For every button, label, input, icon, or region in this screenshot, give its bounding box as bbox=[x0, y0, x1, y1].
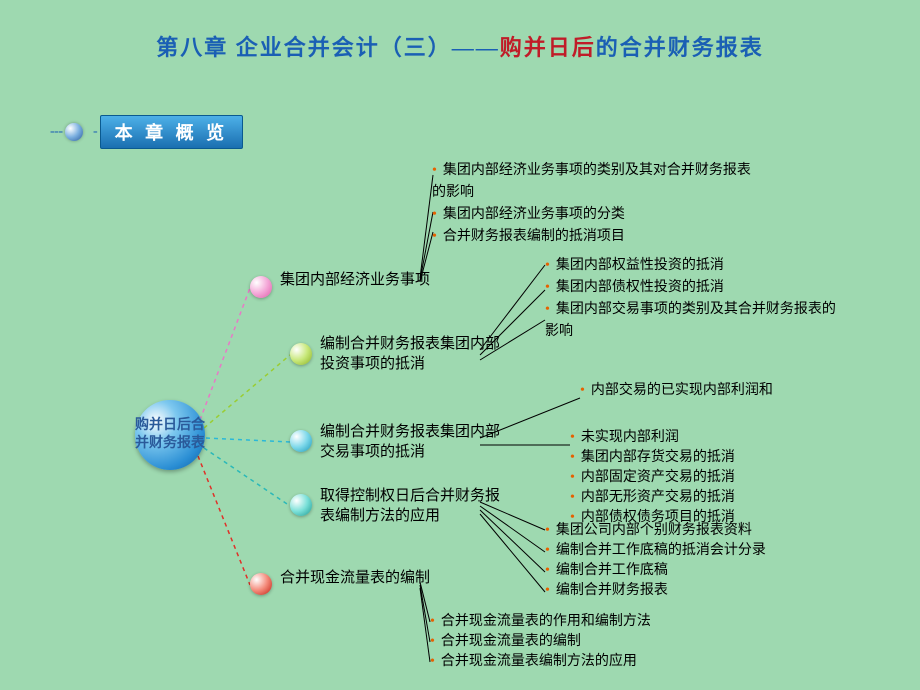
sphere-icon bbox=[65, 123, 83, 141]
sub-text: 集团内部存货交易的抵消 bbox=[581, 450, 735, 465]
sub-item: • 集团内部权益性投资的抵消 bbox=[545, 255, 845, 277]
sub-group-5: • 合并现金流量表的作用和编制方法 • 合并现金流量表的编制 • 合并现金流量表编制方… bbox=[430, 612, 750, 672]
node-dot-1 bbox=[250, 276, 272, 298]
title-part-3: 的合并财务报表 bbox=[596, 35, 764, 60]
bullet-icon: • bbox=[570, 470, 575, 485]
sub-item: • 内部无形资产交易的抵消 bbox=[570, 488, 830, 508]
sub-item: •集团内部经济业务事项的类别及其对合并财务报表的影响 bbox=[432, 160, 752, 204]
center-node: 购并日后合并财务报表 bbox=[135, 400, 205, 470]
sub-text: 集团公司内部个别财务报表资料 bbox=[556, 523, 752, 538]
bullet-icon: • bbox=[432, 207, 437, 222]
sub-item: • 合并现金流量表的作用和编制方法 bbox=[430, 612, 750, 632]
sub-text: 集团内部权益性投资的抵消 bbox=[556, 258, 724, 273]
page-title: 第八章 企业合并会计（三）——购并日后的合并财务报表 bbox=[0, 30, 920, 62]
sub-text: 内部固定资产交易的抵消 bbox=[581, 470, 735, 485]
node-dot-5 bbox=[250, 573, 272, 595]
bullet-icon: • bbox=[430, 614, 435, 629]
node-label-5: 合并现金流量表的编制 bbox=[280, 568, 430, 588]
sub-text: 编制合并工作底稿的抵消会计分录 bbox=[556, 543, 766, 558]
sub-text: 合并现金流量表的作用和编制方法 bbox=[441, 614, 651, 629]
sub-text: 合并现金流量表的编制 bbox=[441, 634, 581, 649]
sub-item: • 集团内部债权性投资的抵消 bbox=[545, 277, 845, 299]
overview-badge: 本 章 概 览 bbox=[100, 115, 244, 149]
bullet-icon: • bbox=[432, 229, 437, 244]
sub-text: 合并财务报表编制的抵消项目 bbox=[443, 229, 625, 244]
sub-item: • 未实现内部利润 bbox=[570, 428, 830, 448]
sub-text: 集团内部经济业务事项的类别及其对合并财务报表的影响 bbox=[432, 163, 751, 200]
sub-item: • 合并财务报表编制的抵消项目 bbox=[432, 226, 752, 248]
bullet-icon: • bbox=[545, 523, 550, 538]
center-label: 购并日后合并财务报表 bbox=[135, 417, 205, 453]
bullet-icon: • bbox=[432, 163, 437, 178]
bullet-icon: • bbox=[545, 258, 550, 273]
sub-text: 集团内部经济业务事项的分类 bbox=[443, 207, 625, 222]
sub-text: 编制合并财务报表 bbox=[556, 583, 668, 598]
bullet-icon: • bbox=[545, 280, 550, 295]
sub-text: 合并现金流量表编制方法的应用 bbox=[441, 654, 637, 669]
sub-item: • 编制合并财务报表 bbox=[545, 581, 845, 601]
sub-text: 未实现内部利润 bbox=[581, 430, 679, 445]
dash-decor-2: - bbox=[93, 124, 96, 140]
sub-item: • 内部固定资产交易的抵消 bbox=[570, 468, 830, 488]
node-dot-4 bbox=[290, 494, 312, 516]
sub-item: • 编制合并工作底稿 bbox=[545, 561, 845, 581]
sub-text: 内部无形资产交易的抵消 bbox=[581, 490, 735, 505]
sub-item: • 合并现金流量表的编制 bbox=[430, 632, 750, 652]
sub-group-1: •集团内部经济业务事项的类别及其对合并财务报表的影响 •集团内部经济业务事项的分… bbox=[432, 160, 752, 248]
bullet-icon: • bbox=[580, 383, 585, 398]
sub-text: 集团内部债权性投资的抵消 bbox=[556, 280, 724, 295]
node-label-1: 集团内部经济业务事项 bbox=[280, 270, 430, 290]
sub-text: 编制合并工作底稿 bbox=[556, 563, 668, 578]
bullet-icon: • bbox=[545, 563, 550, 578]
sub-item: • 集团内部存货交易的抵消 bbox=[570, 448, 830, 468]
bullet-icon: • bbox=[430, 634, 435, 649]
sub-text: 内部交易的已实现内部利润和 bbox=[591, 383, 773, 398]
sub-group-3a: • 内部交易的已实现内部利润和 bbox=[580, 380, 830, 402]
node-label-4: 取得控制权日后合并财务报表编制方法的应用 bbox=[320, 486, 500, 526]
node-label-2: 编制合并财务报表集团内部投资事项的抵消 bbox=[320, 334, 500, 374]
bullet-icon: • bbox=[570, 430, 575, 445]
bullet-icon: • bbox=[545, 543, 550, 558]
sub-item: • 内部交易的已实现内部利润和 bbox=[580, 380, 830, 402]
bullet-icon: • bbox=[545, 302, 550, 317]
sub-item: • 集团公司内部个别财务报表资料 bbox=[545, 521, 845, 541]
node-dot-3 bbox=[290, 430, 312, 452]
sub-group-2: •集团内部权益性投资的抵消 •集团内部债权性投资的抵消 •集团内部交易事项的类别… bbox=[545, 255, 845, 343]
node-label-3: 编制合并财务报表集团内部交易事项的抵消 bbox=[320, 422, 500, 462]
node-dot-2 bbox=[290, 343, 312, 365]
sub-group-3b: • 未实现内部利润 • 集团内部存货交易的抵消 • 内部固定资产交易的抵消 • 内部无形… bbox=[570, 428, 830, 528]
bullet-icon: • bbox=[545, 583, 550, 598]
dash-decor: - - - bbox=[50, 124, 61, 140]
overview-row: - - - - 本 章 概 览 bbox=[50, 115, 243, 149]
bullet-icon: • bbox=[430, 654, 435, 669]
sub-item: • 集团内部经济业务事项的分类 bbox=[432, 204, 752, 226]
bullet-icon: • bbox=[570, 490, 575, 505]
title-part-1: 第八章 企业合并会计（三）—— bbox=[156, 35, 500, 60]
sub-group-4: • 集团公司内部个别财务报表资料 • 编制合并工作底稿的抵消会计分录 • 编制合并工作… bbox=[545, 521, 845, 601]
sub-item: • 编制合并工作底稿的抵消会计分录 bbox=[545, 541, 845, 561]
title-part-2: 购并日后 bbox=[500, 35, 596, 60]
bullet-icon: • bbox=[570, 450, 575, 465]
sub-item: •集团内部交易事项的类别及其合并财务报表的影响 bbox=[545, 299, 845, 343]
sub-item: • 合并现金流量表编制方法的应用 bbox=[430, 652, 750, 672]
sub-text: 集团内部交易事项的类别及其合并财务报表的影响 bbox=[545, 302, 836, 339]
